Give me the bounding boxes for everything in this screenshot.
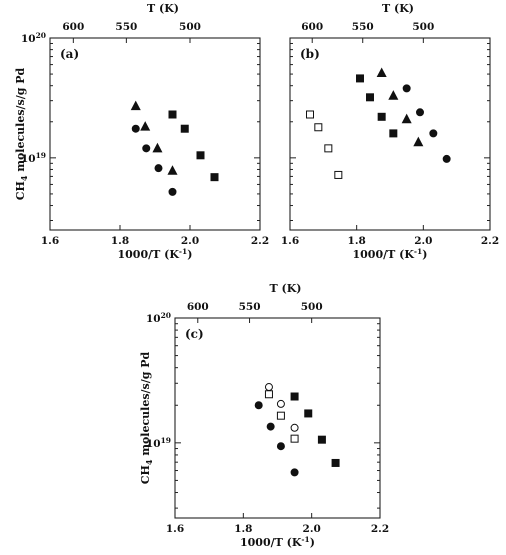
filled-circle-point (131, 124, 140, 133)
filled-square-point (317, 435, 326, 444)
y-axis-title: CH4 molecules/s/g Pd (14, 67, 29, 200)
x-tick-label: 2.2 (371, 523, 389, 535)
top-axis-title: T (K) (147, 2, 179, 15)
plot-frame (289, 37, 491, 231)
top-tick-label: 550 (239, 301, 261, 313)
panel-label: (a) (60, 47, 79, 61)
plot-frame (174, 317, 381, 519)
filled-triangle-point (413, 136, 424, 147)
filled-square-point (356, 74, 364, 83)
x-tick-label: 1.8 (348, 235, 366, 247)
top-tick-label: 500 (412, 21, 434, 33)
top-tick-label: 550 (115, 21, 137, 33)
y-tick-label: 1019 (146, 436, 171, 450)
open-square-point (324, 144, 333, 153)
filled-circle-point (429, 129, 438, 138)
filled-circle-point (266, 422, 275, 431)
filled-square-point (366, 93, 374, 102)
filled-square-point (389, 129, 398, 138)
top-tick-label: 550 (352, 21, 374, 33)
chart-panel-3: 1.6 1.8 2.0 2.2 600 550 500 T (K) 1000/T (K-1) 10… (139, 282, 389, 549)
y-tick-label: 1020 (21, 31, 46, 45)
filled-square-point (210, 173, 219, 182)
filled-triangle-point (401, 113, 412, 124)
open-square-point (334, 170, 343, 179)
filled-triangle-point (130, 100, 141, 111)
plot-frame (49, 37, 261, 231)
x-tick-label: 2.0 (303, 523, 321, 535)
filled-square-point (168, 110, 177, 119)
x-tick-label: 1.6 (166, 523, 184, 535)
top-tick-label: 600 (301, 21, 323, 33)
open-square-point (306, 110, 314, 119)
filled-circle-point (154, 164, 163, 173)
filled-circle-point (416, 108, 424, 117)
panel-label: (c) (185, 327, 204, 341)
open-square-point (314, 123, 323, 132)
y-axis-title: CH4 molecules/s/g Pd (139, 351, 154, 484)
filled-triangle-point (388, 90, 399, 100)
x-tick-label: 1.8 (234, 523, 252, 535)
filled-square-point (331, 458, 340, 467)
filled-circle-point (276, 442, 285, 451)
top-tick-label: 500 (179, 21, 201, 33)
x-axis-title: 1000/T (K-1) (118, 247, 193, 261)
filled-triangle-point (376, 67, 387, 78)
filled-circle-point (142, 144, 151, 153)
top-tick-label: 500 (301, 301, 323, 313)
open-square-point (264, 390, 273, 399)
open-circle-point (290, 423, 299, 432)
filled-square-point (304, 409, 313, 418)
y-tick-label: 1020 (146, 311, 171, 325)
open-square-point (290, 434, 299, 443)
y-tick-label: 1019 (21, 151, 46, 165)
filled-triangle-point (140, 121, 151, 131)
x-axis-title: 1000/T (K-1) (240, 535, 315, 549)
x-tick-label: 2.2 (251, 235, 269, 247)
filled-circle-point (254, 401, 263, 410)
panel-label: (b) (300, 47, 320, 61)
open-circle-point (276, 399, 285, 408)
x-tick-label: 1.6 (41, 235, 59, 247)
filled-circle-point (402, 84, 411, 93)
filled-square-point (180, 124, 189, 133)
x-tick-label: 2.0 (414, 235, 432, 247)
x-tick-label: 2.0 (181, 235, 199, 247)
filled-triangle-point (152, 142, 163, 153)
open-square-point (276, 411, 285, 420)
filled-square-point (377, 112, 386, 121)
x-tick-label: 1.8 (111, 235, 129, 247)
filled-square-point (196, 151, 205, 160)
top-axis-title: T (K) (382, 2, 414, 15)
x-tick-label: 2.2 (481, 235, 499, 247)
x-axis-title: 1000/T (K-1) (353, 247, 428, 261)
filled-circle-point (168, 187, 177, 196)
filled-circle-point (290, 468, 299, 477)
open-circle-point (264, 383, 273, 392)
top-axis-title: T (K) (270, 282, 302, 295)
x-tick-label: 1.6 (281, 235, 299, 247)
filled-circle-point (442, 154, 451, 163)
top-tick-label: 600 (62, 21, 84, 33)
top-tick-label: 600 (187, 301, 209, 313)
chart-panel-2: 1.6 1.8 2.0 2.2 600 550 500 T (K) 1000/T (K-1) (b… (281, 2, 499, 261)
filled-triangle-point (167, 165, 178, 175)
filled-square-point (290, 392, 299, 401)
